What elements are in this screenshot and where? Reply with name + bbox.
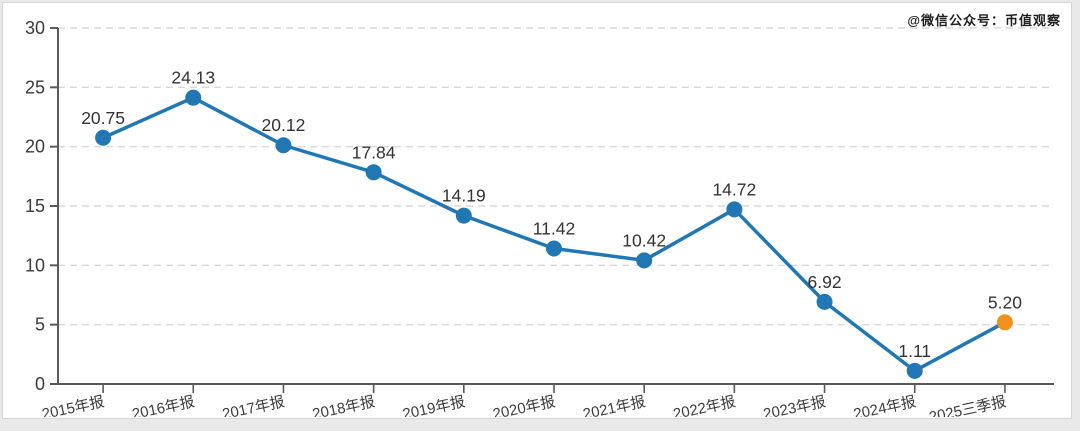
- data-point: [816, 293, 833, 310]
- y-tick-label: 15: [25, 196, 45, 216]
- value-label: 24.13: [171, 68, 215, 88]
- data-point: [726, 201, 743, 218]
- x-tick-label: 2022年报: [672, 393, 738, 417]
- x-tick-label: 2018年报: [311, 393, 377, 417]
- value-label: 11.42: [533, 218, 576, 238]
- y-tick-label: 0: [35, 374, 45, 394]
- value-label: 6.92: [808, 272, 842, 292]
- value-label: 10.42: [622, 230, 666, 250]
- x-tick-label: 2016年报: [131, 393, 197, 417]
- data-point: [95, 129, 112, 146]
- x-tick-label: 2019年报: [401, 393, 467, 417]
- data-point: [636, 252, 653, 269]
- data-point: [906, 362, 923, 379]
- x-tick-label: 2015年报: [40, 393, 106, 417]
- data-point: [996, 314, 1013, 331]
- y-tick-label: 30: [25, 18, 45, 38]
- x-tick-label: 2021年报: [581, 393, 647, 417]
- watermark-text: @微信公众号：币值观察: [907, 13, 1061, 28]
- data-point: [455, 207, 472, 224]
- y-tick-label: 10: [25, 255, 45, 275]
- x-tick-label: 2020年报: [491, 393, 557, 417]
- data-point: [185, 89, 202, 106]
- value-label: 14.19: [442, 186, 486, 206]
- x-tick-label: 2024年报: [852, 393, 918, 417]
- chart-panel: @微信公众号：币值观察 0 5 10 15 20 25 30 2015年报 2016年报 2017…: [2, 2, 1072, 419]
- x-tick-label: 2023年报: [762, 393, 828, 417]
- data-point: [546, 240, 562, 257]
- value-label: 17.84: [352, 142, 396, 162]
- value-label: 20.75: [81, 108, 125, 128]
- y-tick-label: 5: [35, 315, 45, 335]
- value-label: 20.12: [262, 115, 306, 135]
- value-label: 1.11: [898, 341, 931, 361]
- x-tick-label: 2025三季报: [928, 393, 1008, 417]
- data-point: [275, 137, 292, 154]
- y-tick-label: 20: [25, 137, 45, 157]
- x-tick-label: 2017年报: [221, 393, 287, 417]
- value-label: 5.20: [988, 292, 1022, 312]
- y-tick-label: 25: [25, 77, 45, 97]
- data-point: [365, 164, 382, 181]
- value-label: 14.72: [712, 179, 756, 199]
- line-chart: 0 5 10 15 20 25 30 2015年报 2016年报 2017年报 2018年报 2019…: [25, 18, 1054, 417]
